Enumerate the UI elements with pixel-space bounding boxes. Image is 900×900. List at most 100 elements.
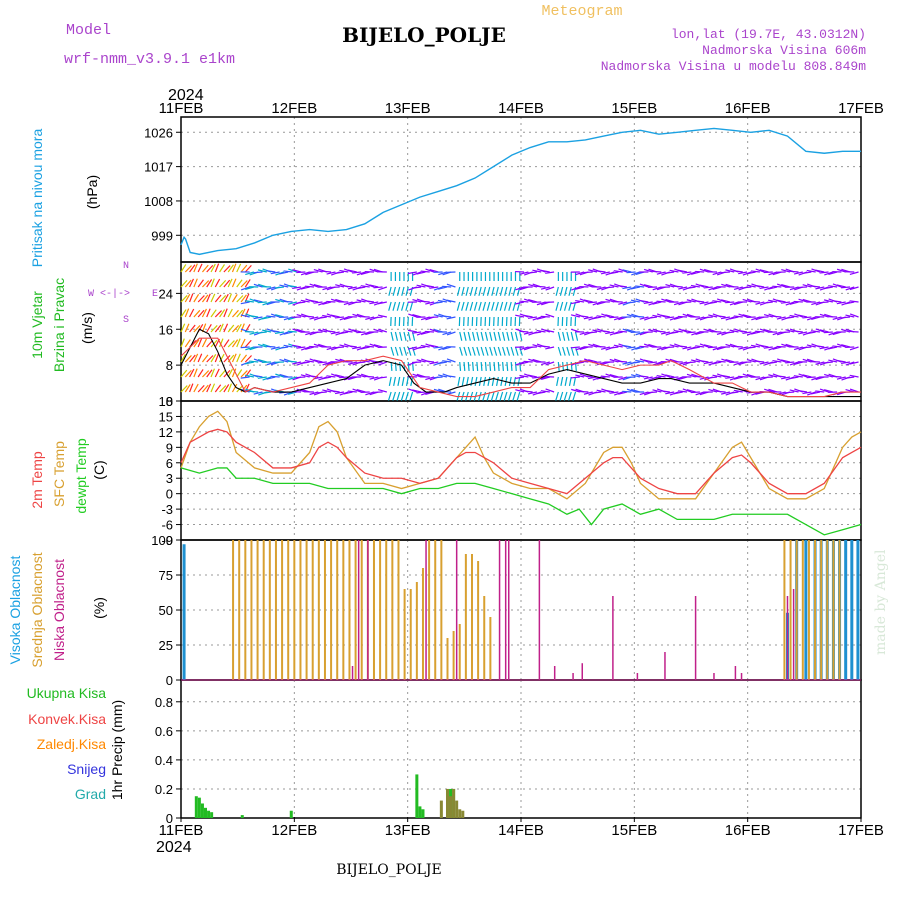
wind-arrow xyxy=(592,316,602,320)
wind-arrow xyxy=(665,374,675,378)
wind-arrow xyxy=(356,271,366,276)
wind-arrow xyxy=(240,354,248,363)
wind-arrow xyxy=(266,376,276,380)
wind-arrow xyxy=(798,390,808,393)
wind-arrow xyxy=(287,284,297,288)
wind-arrow xyxy=(420,300,430,303)
wind-arrow xyxy=(768,361,778,365)
wind-arrow xyxy=(429,286,439,289)
wind-arrow xyxy=(330,298,340,303)
wind-arrow xyxy=(720,316,731,320)
wind-arrow xyxy=(819,388,829,393)
wind-arrow xyxy=(609,391,619,394)
precip-bar-precip_total xyxy=(240,815,244,818)
wind-arrow xyxy=(463,346,468,356)
wind-arrow xyxy=(772,346,782,350)
wind-arrow xyxy=(849,346,859,351)
wind-arrow xyxy=(373,316,383,319)
wind-arrow xyxy=(806,376,816,379)
wind-arrow xyxy=(482,391,487,401)
wind-arrow xyxy=(686,389,696,393)
wind-arrow xyxy=(519,271,529,275)
wind-arrow xyxy=(575,361,585,365)
wind-arrow xyxy=(388,301,392,311)
wind-arrow xyxy=(227,308,233,318)
precip-conv-label: Konvek.Kisa xyxy=(28,711,106,727)
wind-arrow xyxy=(497,346,502,356)
wind-arrow xyxy=(600,346,610,350)
wind-arrow xyxy=(305,331,315,336)
xtick-label-bottom: 11FEB xyxy=(159,822,204,839)
xtick-label-top: 17FEB xyxy=(838,100,884,117)
wind-arrow xyxy=(819,313,829,318)
plot-area: 999100810171026081624-9-6-30369121518025… xyxy=(144,100,884,839)
wind-arrow xyxy=(184,265,192,273)
wind-arrow xyxy=(478,301,482,311)
ytick-label: 24 xyxy=(159,286,173,301)
wind-arrow xyxy=(425,301,435,305)
wind-arrow xyxy=(793,330,803,333)
wind-arrow xyxy=(571,388,580,393)
wind-arrow xyxy=(287,301,297,305)
wind-arrow xyxy=(223,323,229,333)
wind-arrow xyxy=(583,358,593,363)
wind-arrow xyxy=(407,329,417,333)
wind-arrow xyxy=(495,376,499,386)
wind-arrow xyxy=(540,315,550,318)
wind-arrow xyxy=(721,299,731,303)
wind-arrow xyxy=(686,299,696,303)
wind-arrow xyxy=(253,316,263,320)
wind-arrow xyxy=(781,359,791,363)
wind-arrow xyxy=(652,301,662,305)
wind-arrow xyxy=(712,346,722,351)
wind-arrow xyxy=(388,286,392,296)
wind-arrow xyxy=(836,268,846,273)
wind-arrow xyxy=(508,286,512,296)
wind-arrow xyxy=(403,331,407,341)
wind-arrow xyxy=(227,368,233,378)
wind-arrow xyxy=(755,360,765,363)
wind-arrow xyxy=(660,390,670,393)
wind-arrow xyxy=(841,328,851,333)
wind-arrow xyxy=(596,389,606,393)
wind-arrow xyxy=(201,338,208,348)
wind-arrow xyxy=(399,361,402,372)
wind-arrow xyxy=(635,285,645,288)
wind-arrow xyxy=(806,316,816,321)
wind-arrow xyxy=(699,284,709,288)
ytick-label: 8 xyxy=(166,358,173,373)
wind-arrow xyxy=(499,391,504,401)
wind-arrow xyxy=(570,346,580,349)
wind-arrow xyxy=(733,389,743,393)
wind-arrow xyxy=(699,268,709,273)
wind-arrow xyxy=(313,376,323,380)
wind-arrow xyxy=(317,329,327,333)
ytick-label: 75 xyxy=(159,568,173,583)
wind-arrow xyxy=(618,391,628,395)
wind-ylabel-1: 10m Vjetar xyxy=(29,291,45,359)
wind-arrow xyxy=(564,286,568,296)
wind-arrow xyxy=(789,270,799,273)
wind-arrow xyxy=(197,353,203,363)
wind-arrow xyxy=(437,286,448,290)
lonlat-label: lon,lat (19.7E, 43.0312N) xyxy=(671,27,866,42)
wind-arrow xyxy=(519,361,529,365)
wind-arrow xyxy=(789,286,799,291)
wind-arrow xyxy=(540,286,550,290)
wind-arrow xyxy=(635,315,645,318)
wind-arrow xyxy=(673,301,683,306)
wind-arrow xyxy=(588,269,598,273)
wind-arrow xyxy=(823,389,833,393)
wind-arrow xyxy=(392,301,396,311)
wind-arrow xyxy=(708,314,718,318)
wind-arrow xyxy=(416,271,426,275)
wind-arrow xyxy=(703,328,713,333)
wind-arrow xyxy=(373,344,383,348)
wind-arrow xyxy=(197,263,203,273)
wind-arrow xyxy=(622,286,632,290)
wind-arrow xyxy=(409,301,414,311)
wind-arrow xyxy=(669,269,679,273)
wind-arrow xyxy=(643,376,653,380)
wind-arrow xyxy=(652,376,662,380)
wind-arrow xyxy=(742,298,752,303)
